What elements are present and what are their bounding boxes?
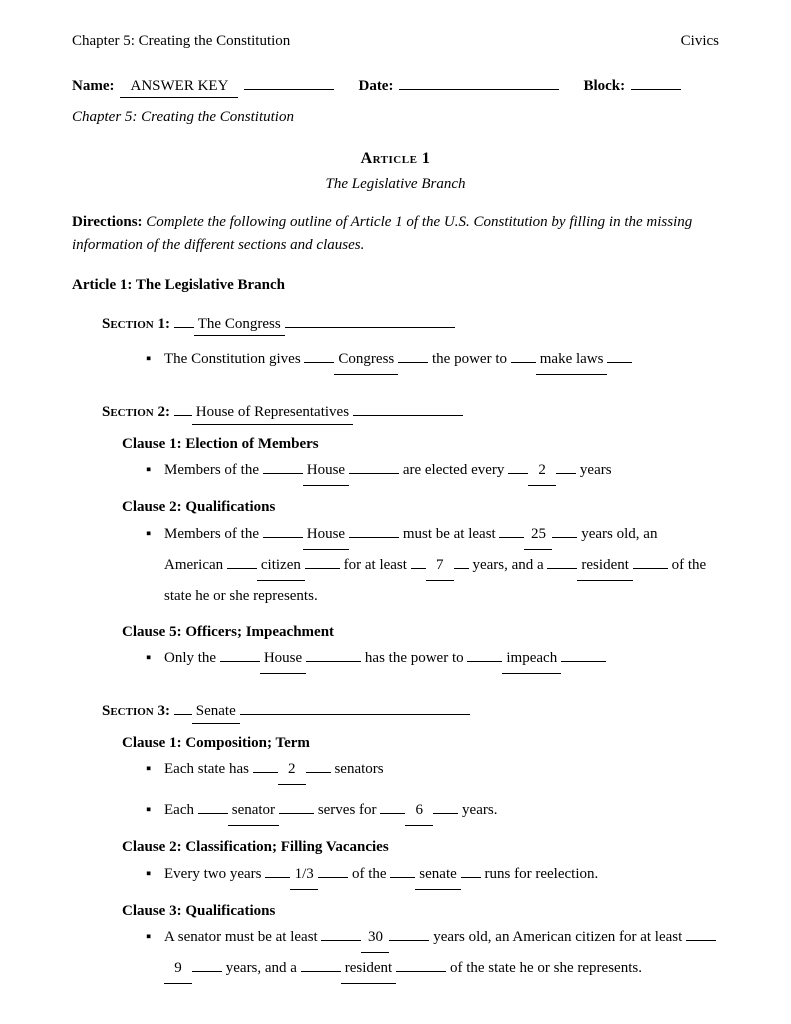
section-3-title: Senate: [192, 700, 240, 724]
section-3-label: Section 3:: [102, 703, 170, 719]
s2-clause5-bullet: ▪ Only the House has the power to impeac…: [146, 643, 719, 674]
s1b1-mid: the power to: [428, 351, 510, 367]
s3-clause3-label: Clause 3: Qualifications: [122, 900, 719, 923]
section-2-title: House of Representatives: [192, 401, 353, 425]
s3-clause1-bullet1: ▪ Each state has 2 senators: [146, 754, 719, 785]
s3-clause1-bullet2: ▪ Each senator serves for 6 years.: [146, 795, 719, 826]
name-label: Name:: [72, 75, 114, 98]
s3c1b2-ans1: senator: [228, 795, 279, 826]
date-label: Date:: [358, 75, 393, 98]
section-1-header: Section 1: The Congress: [102, 313, 719, 337]
directions-label: Directions:: [72, 214, 143, 230]
bullet-icon: ▪: [146, 643, 164, 673]
s1b1-ans2: make laws: [536, 344, 608, 375]
s2c5-ans2: impeach: [502, 643, 561, 674]
header-right: Civics: [681, 30, 719, 53]
bullet-icon: ▪: [146, 455, 164, 485]
worksheet-page: Chapter 5: Creating the Constitution Civ…: [0, 0, 791, 1024]
s3-clause2-label: Clause 2: Classification; Filling Vacanc…: [122, 836, 719, 859]
name-extra-line: [244, 89, 334, 90]
bullet-icon: ▪: [146, 859, 164, 889]
bullet-icon: ▪: [146, 519, 164, 549]
date-blank: [399, 89, 559, 90]
s3c3-ans3: resident: [341, 953, 396, 984]
s2c2-ans3: citizen: [257, 550, 305, 581]
section-1-bullets: ▪ The Constitution gives Congress the po…: [146, 344, 719, 375]
article-heading: Article 1: The Legislative Branch: [72, 274, 719, 297]
section-2: Section 2: House of Representatives Clau…: [102, 401, 719, 674]
s2-clause2-label: Clause 2: Qualifications: [122, 496, 719, 519]
s3c1b2-ans2: 6: [405, 795, 433, 826]
s3-clause3-bullet: ▪ A senator must be at least 30 years ol…: [146, 922, 719, 984]
s3c2-ans1: 1/3: [290, 859, 318, 890]
section-1-label: Section 1:: [102, 316, 170, 332]
chapter-subtitle: Chapter 5: Creating the Constitution: [72, 106, 719, 129]
s2c5-ans1: House: [260, 643, 306, 674]
directions-block: Directions: Complete the following outli…: [72, 211, 719, 256]
s2-clause1-bullet: ▪ Members of the House are elected every…: [146, 455, 719, 486]
s3c3-ans2: 9: [164, 953, 192, 984]
header-left: Chapter 5: Creating the Constitution: [72, 30, 290, 53]
s2c1-ans2: 2: [528, 455, 556, 486]
article-title: Article 1: [72, 147, 719, 171]
article-title-text: Article 1: [361, 150, 431, 167]
page-header: Chapter 5: Creating the Constitution Civ…: [72, 30, 719, 53]
s2-clause1-label: Clause 1: Election of Members: [122, 433, 719, 456]
s2c2-ans2: 25: [524, 519, 552, 550]
bullet-icon: ▪: [146, 922, 164, 952]
name-date-block-row: Name: ANSWER KEY Date: Block:: [72, 75, 719, 99]
section-1-title: The Congress: [194, 313, 285, 337]
s1b1-pre: The Constitution gives: [164, 351, 304, 367]
bullet-icon: ▪: [146, 344, 164, 374]
s3c3-ans1: 30: [361, 922, 389, 953]
s3-clause2-bullet: ▪ Every two years 1/3 of the senate runs…: [146, 859, 719, 890]
article-subtitle: The Legislative Branch: [72, 173, 719, 196]
section-2-header: Section 2: House of Representatives: [102, 401, 719, 425]
s1b1-ans1: Congress: [334, 344, 398, 375]
s3-clause1-label: Clause 1: Composition; Term: [122, 732, 719, 755]
s2c2-ans1: House: [303, 519, 349, 550]
bullet-icon: ▪: [146, 754, 164, 784]
block-blank: [631, 89, 681, 90]
s2c2-ans5: resident: [577, 550, 632, 581]
section-2-label: Section 2:: [102, 404, 170, 420]
s3c1b1-ans: 2: [278, 754, 306, 785]
section-1-bullet-1: ▪ The Constitution gives Congress the po…: [146, 344, 719, 375]
directions-text: Complete the following outline of Articl…: [72, 214, 692, 253]
section-1: Section 1: The Congress ▪ The Constituti…: [102, 313, 719, 376]
block-label: Block:: [583, 75, 625, 98]
s2-clause2-bullet: ▪ Members of the House must be at least …: [146, 519, 719, 611]
section-3-header: Section 3: Senate: [102, 700, 719, 724]
s2c2-ans4: 7: [426, 550, 454, 581]
s3c2-ans2: senate: [415, 859, 460, 890]
s2-clause5-label: Clause 5: Officers; Impeachment: [122, 621, 719, 644]
name-value: ANSWER KEY: [120, 75, 238, 99]
s2c1-ans1: House: [303, 455, 349, 486]
bullet-icon: ▪: [146, 795, 164, 825]
section-3: Section 3: Senate Clause 1: Composition;…: [102, 700, 719, 984]
